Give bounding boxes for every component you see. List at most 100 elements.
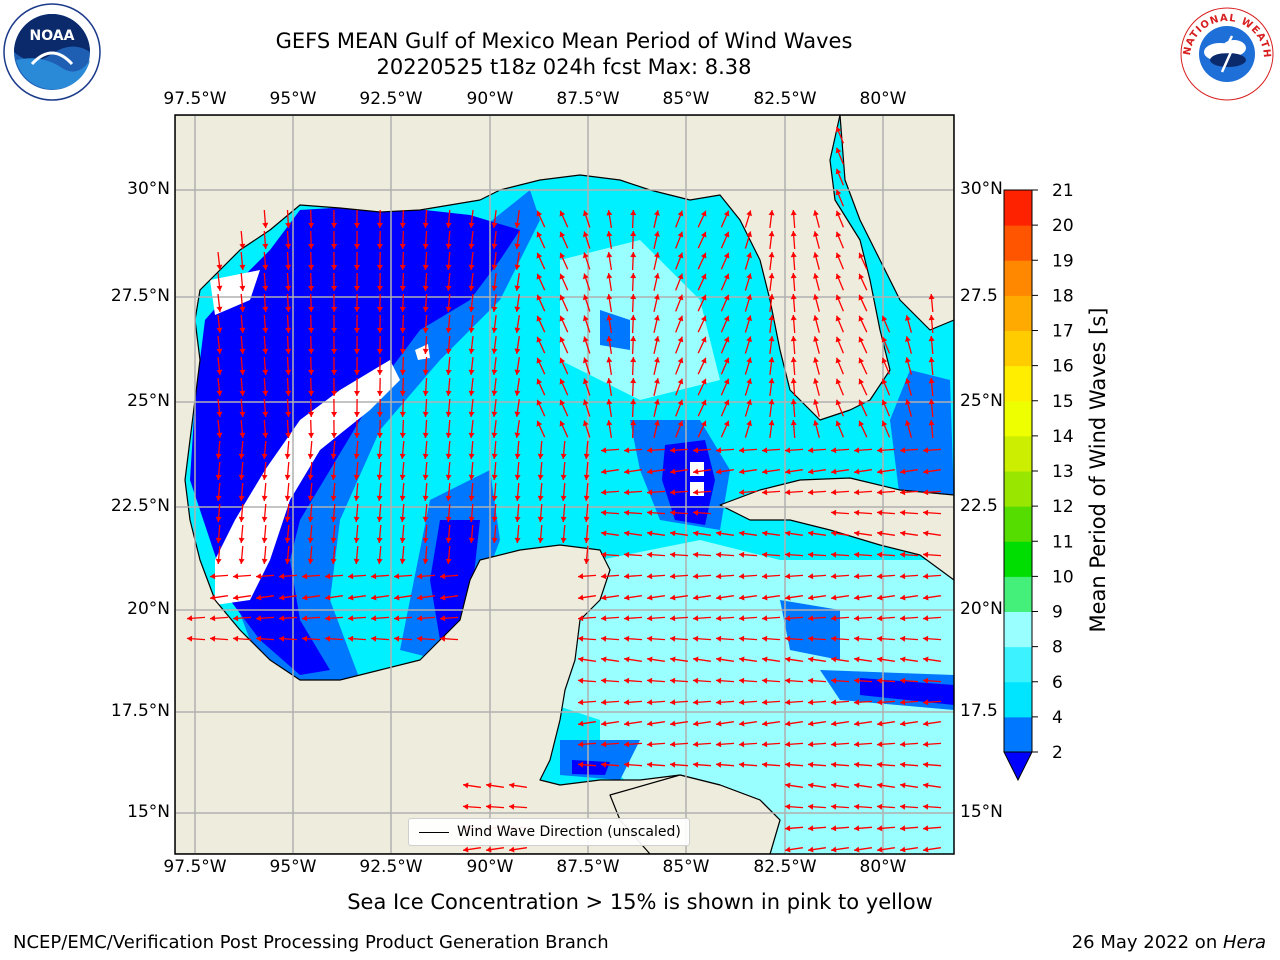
- wind-wave-arrowhead: [399, 264, 406, 270]
- wind-wave-arrowhead: [601, 635, 607, 642]
- wind-wave-arrowhead: [601, 573, 607, 580]
- y-tick-left: 27.5°N: [110, 286, 170, 306]
- wind-wave-arrowhead: [768, 315, 775, 321]
- wind-wave-arrowhead: [670, 509, 676, 516]
- wind-wave-arrowhead: [877, 825, 883, 832]
- wind-wave-arrowhead: [216, 390, 223, 396]
- wind-wave-arrowhead: [239, 348, 246, 354]
- wind-wave-arrowhead: [559, 294, 566, 301]
- wind-wave-arrowhead: [468, 369, 475, 375]
- wind-wave-arrowhead: [762, 530, 768, 537]
- wind-wave-arrowhead: [537, 516, 544, 522]
- wind-wave-arrowhead: [262, 411, 269, 417]
- wind-wave-arrowhead: [537, 495, 544, 501]
- y-tick-right: 20°N: [960, 599, 1003, 619]
- wind-wave-arrowhead: [928, 315, 935, 321]
- wind-wave-arrowhead: [881, 399, 888, 406]
- wind-wave-arrowhead: [854, 468, 860, 475]
- wind-wave-arrowhead: [578, 635, 584, 642]
- wind-wave-arrowhead: [491, 243, 498, 249]
- wind-wave-arrowhead: [601, 677, 607, 684]
- wind-wave-arrowhead: [723, 294, 730, 301]
- wind-wave-arrowhead: [394, 594, 400, 601]
- wind-wave-arrowhead: [785, 635, 791, 642]
- wind-wave-arrowhead: [858, 399, 864, 406]
- wind-wave-arrowhead: [854, 846, 860, 853]
- wind-wave-arrowhead: [785, 677, 791, 684]
- wind-wave-arrowhead: [376, 411, 383, 417]
- wind-wave-arrowhead: [601, 551, 607, 558]
- wind-wave-arrowhead: [670, 677, 676, 684]
- y-tick-left: 17.5°N: [110, 701, 170, 721]
- wind-wave-arrowhead: [877, 677, 883, 684]
- wind-wave-arrowhead: [739, 551, 745, 558]
- y-tick-left: 25°N: [127, 391, 170, 411]
- wind-wave-arrowhead: [768, 252, 775, 258]
- wind-wave-arrowhead: [877, 720, 883, 727]
- wind-wave-arrowhead: [262, 264, 269, 270]
- wind-wave-arrowhead: [376, 558, 383, 564]
- wind-wave-arrowhead: [262, 306, 269, 312]
- wind-wave-arrowhead: [701, 273, 707, 280]
- wind-wave-arrowhead: [578, 741, 584, 748]
- wind-wave-arrowhead: [514, 411, 521, 417]
- wind-wave-arrowhead: [601, 615, 607, 622]
- wind-wave-arrowhead: [723, 231, 730, 238]
- wind-wave-arrowhead: [624, 573, 630, 580]
- wind-wave-arrowhead: [307, 474, 314, 480]
- wind-wave-arrowhead: [514, 432, 521, 438]
- wind-wave-arrowhead: [677, 399, 684, 406]
- wind-wave-arrowhead: [813, 252, 819, 258]
- wind-wave-arrowhead: [210, 573, 216, 580]
- wind-wave-arrowhead: [330, 516, 337, 522]
- wind-wave-arrowhead: [624, 677, 630, 684]
- wind-wave-arrowhead: [331, 286, 338, 291]
- legend-line-swatch: [419, 832, 449, 833]
- wind-wave-arrowhead: [514, 348, 521, 354]
- wind-wave-arrowhead: [854, 509, 860, 516]
- wind-wave-arrowhead: [654, 336, 660, 342]
- colorbar-segment: [1004, 716, 1032, 753]
- wind-wave-arrowhead: [559, 357, 566, 364]
- wind-wave-arrowhead: [536, 252, 543, 259]
- wind-wave-arrowhead: [261, 537, 268, 543]
- wind-wave-arrowhead: [785, 656, 791, 663]
- wind-wave-arrowhead: [790, 273, 797, 279]
- wind-wave-arrowhead: [445, 453, 452, 459]
- wind-wave-arrowhead: [785, 846, 791, 853]
- wind-wave-arrowhead: [285, 264, 292, 270]
- wind-wave-arrowhead: [835, 126, 842, 133]
- wind-wave-arrowhead: [536, 399, 543, 406]
- wind-wave-arrowhead: [216, 411, 223, 417]
- wind-wave-arrowhead: [210, 615, 216, 622]
- wind-wave-arrowhead: [877, 447, 883, 454]
- wind-wave-arrowhead: [559, 315, 566, 322]
- wind-wave-arrowhead: [905, 420, 911, 426]
- wind-wave-arrowhead: [677, 252, 684, 259]
- x-tick-bottom: 90°W: [466, 857, 514, 877]
- wind-wave-arrowhead: [279, 615, 285, 622]
- wind-wave-arrowhead: [768, 273, 775, 279]
- wind-wave-arrowhead: [463, 782, 469, 789]
- wind-wave-arrowhead: [905, 378, 911, 384]
- wind-wave-arrowhead: [905, 336, 911, 342]
- wind-wave-arrowhead: [900, 782, 906, 789]
- wind-wave-arrowhead: [445, 285, 452, 291]
- wind-wave-arrowhead: [445, 495, 452, 501]
- wind-wave-arrowhead: [808, 825, 814, 832]
- wind-wave-arrowhead: [677, 420, 684, 427]
- wind-wave-arrowhead: [768, 294, 775, 300]
- wave-period-zone-mid: [780, 600, 840, 660]
- wind-wave-arrowhead: [559, 420, 566, 427]
- wind-wave-arrowhead: [630, 420, 637, 426]
- wind-wave-arrowhead: [835, 231, 842, 238]
- wind-wave-arrowhead: [624, 741, 630, 748]
- wind-wave-arrowhead: [376, 243, 383, 249]
- wind-wave-arrowhead: [354, 244, 360, 249]
- wind-wave-arrowhead: [308, 243, 315, 249]
- wind-wave-arrowhead: [630, 399, 637, 405]
- wind-wave-arrowhead: [746, 294, 752, 301]
- wind-wave-arrowhead: [308, 348, 315, 354]
- wind-wave-arrowhead: [808, 699, 814, 706]
- wind-wave-arrowhead: [677, 294, 684, 301]
